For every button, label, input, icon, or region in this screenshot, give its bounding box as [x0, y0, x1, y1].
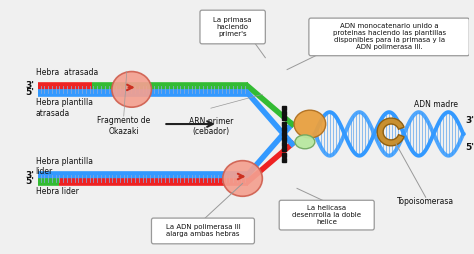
Ellipse shape [295, 135, 315, 149]
Text: La ADN polimerasa III
alarga ambas hebras: La ADN polimerasa III alarga ambas hebra… [165, 225, 240, 237]
FancyBboxPatch shape [152, 218, 255, 244]
Ellipse shape [112, 72, 152, 107]
Text: Hebra plantilla
atrasada: Hebra plantilla atrasada [36, 98, 92, 118]
Text: Hebra lider: Hebra lider [36, 187, 79, 196]
Text: ADN monocatenario unido a
proteinas haciendo las plantillas
disponibles para la : ADN monocatenario unido a proteinas haci… [333, 23, 446, 50]
Text: 3': 3' [26, 82, 35, 90]
Text: Hebra plantilla
lider: Hebra plantilla lider [36, 157, 92, 176]
Text: Fragmento de
Okazaki: Fragmento de Okazaki [97, 116, 150, 136]
Wedge shape [377, 118, 404, 146]
FancyBboxPatch shape [200, 10, 265, 44]
Text: 5': 5' [26, 178, 35, 186]
Text: ADN madre: ADN madre [414, 100, 457, 109]
Text: La primasa
haciendo
primer's: La primasa haciendo primer's [213, 17, 252, 37]
Text: 5': 5' [26, 88, 35, 97]
Text: 5': 5' [465, 143, 474, 152]
Ellipse shape [223, 161, 262, 196]
Ellipse shape [294, 110, 326, 138]
Text: Hebra  atrasada: Hebra atrasada [36, 68, 98, 77]
Text: La helicasa
desenrrolla la doble
helice: La helicasa desenrrolla la doble helice [292, 205, 361, 225]
FancyBboxPatch shape [279, 200, 374, 230]
Text: 3': 3' [465, 116, 474, 124]
Text: ARN primer
(cebador): ARN primer (cebador) [189, 117, 233, 136]
FancyBboxPatch shape [309, 18, 469, 56]
Text: 3': 3' [26, 170, 35, 180]
Text: Topoisomerasa: Topoisomerasa [397, 197, 454, 206]
